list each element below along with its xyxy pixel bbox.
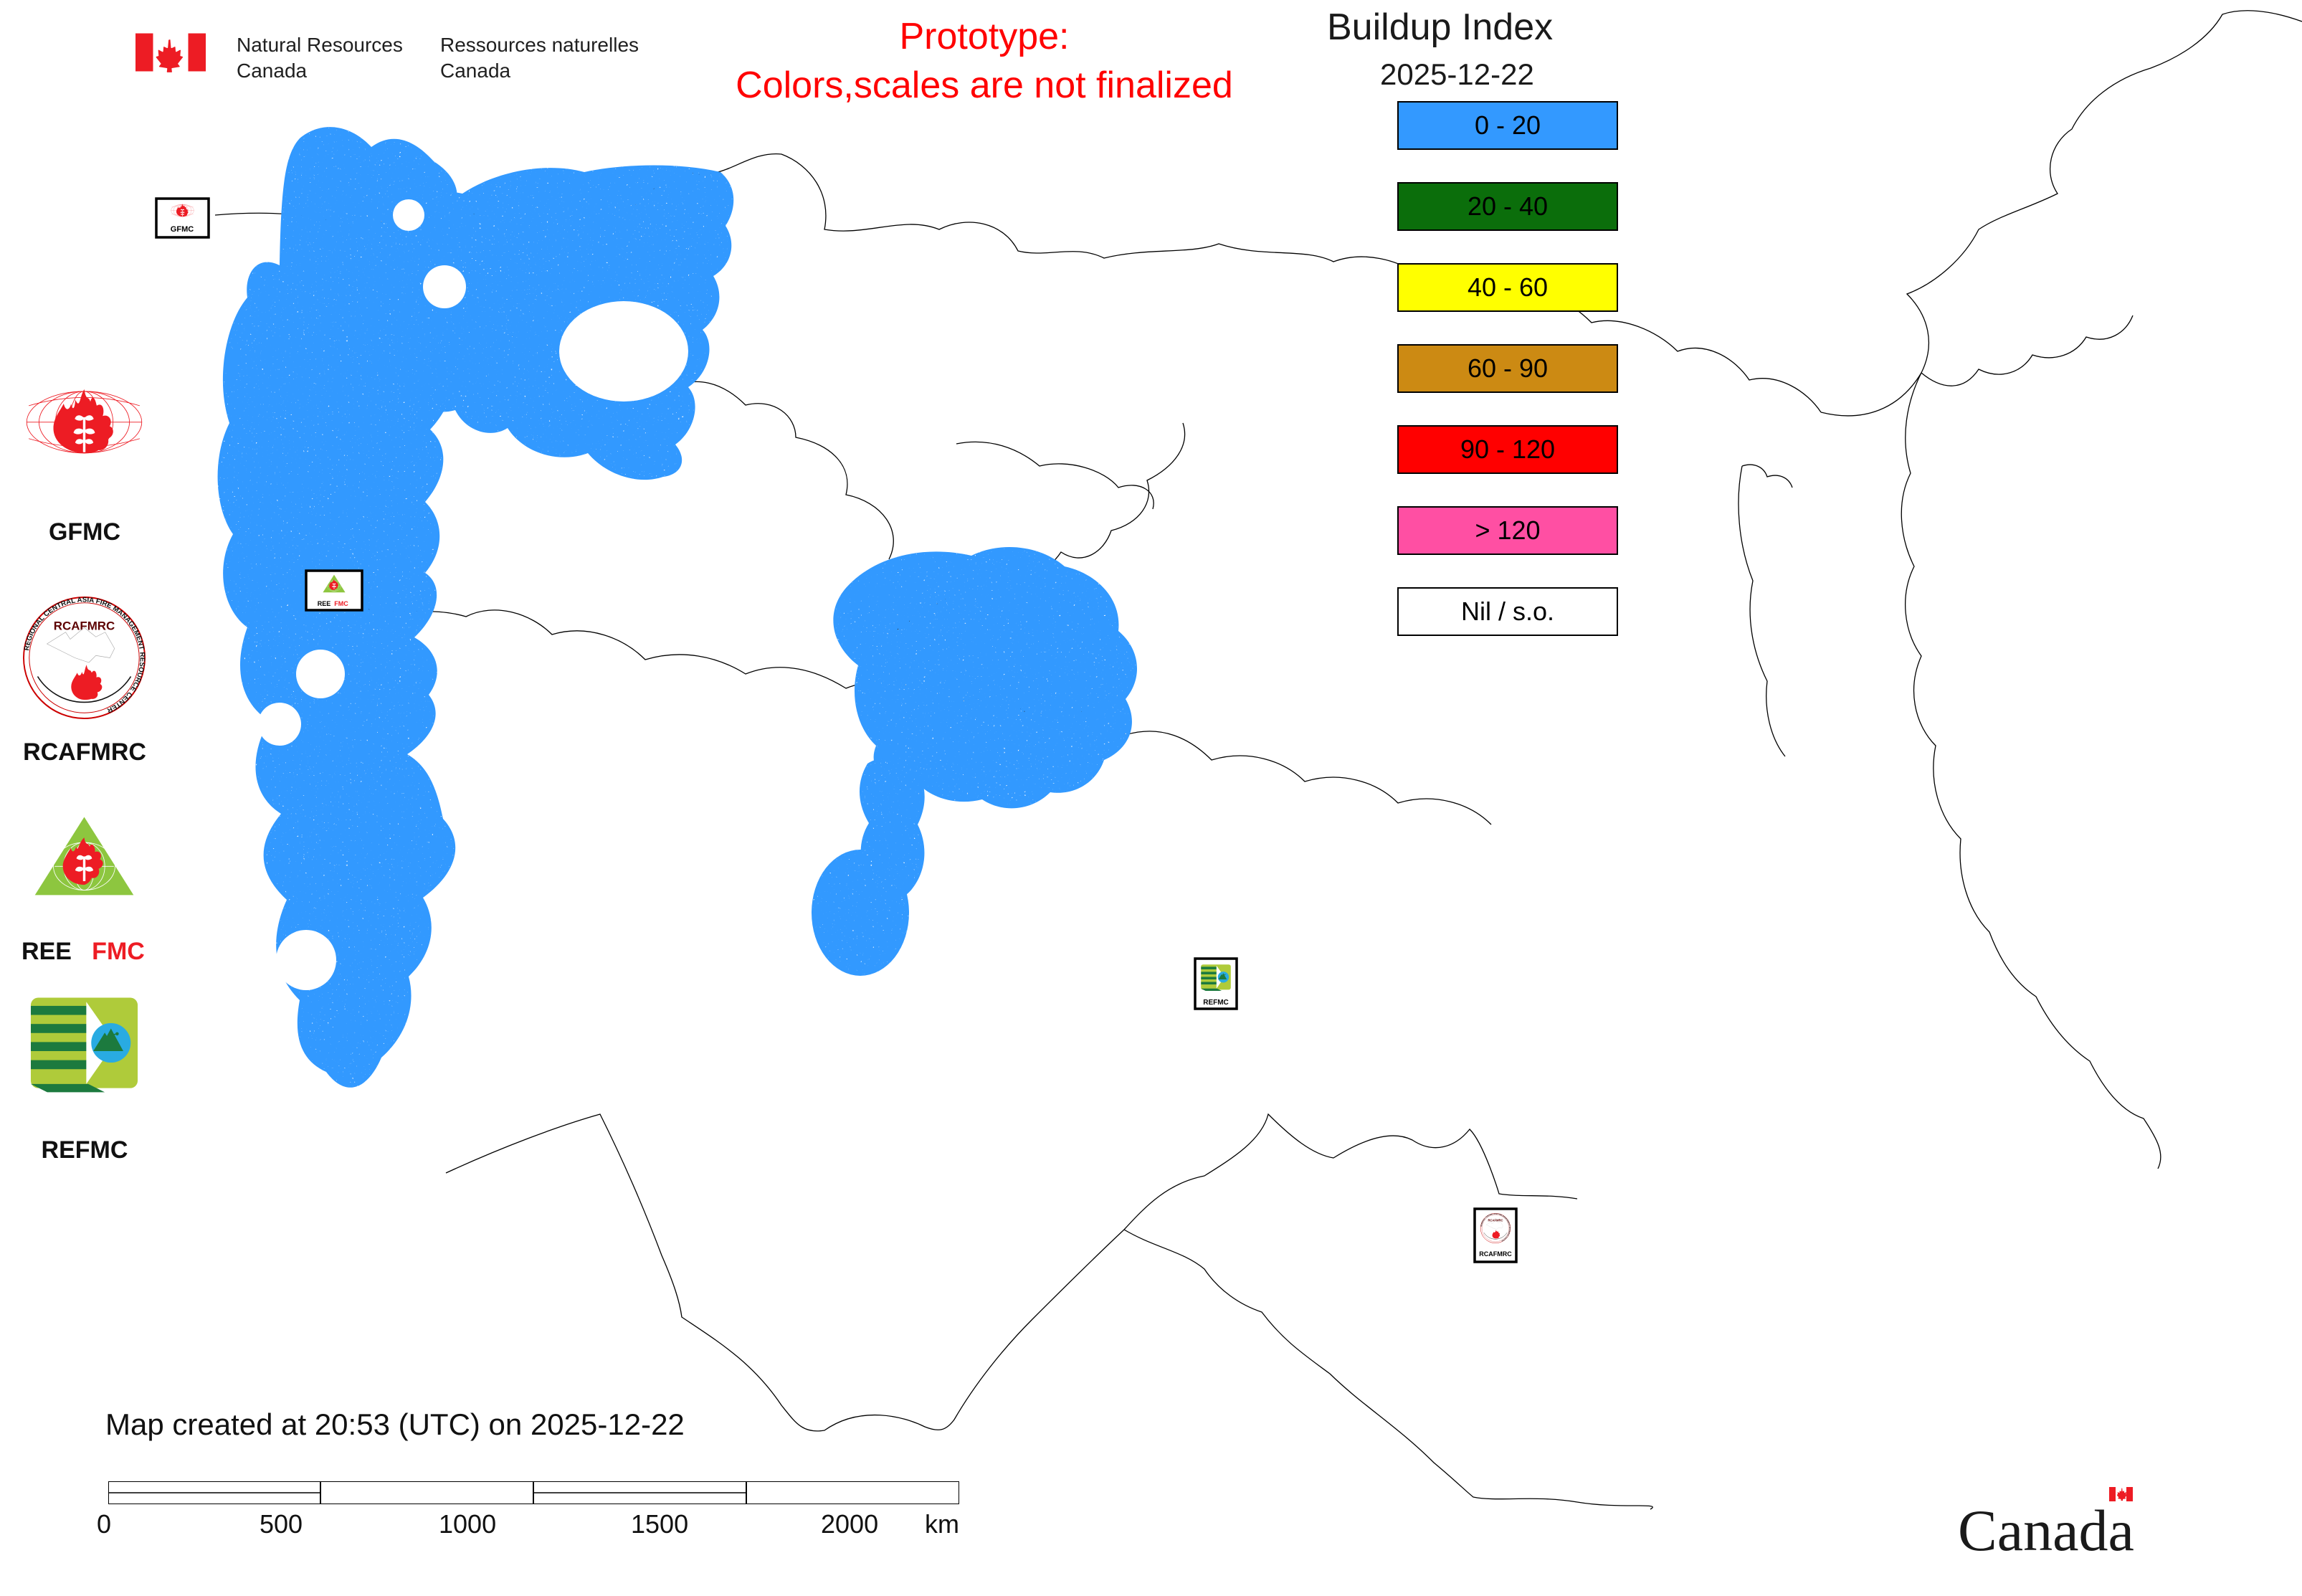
svg-text:RCAFMRC: RCAFMRC bbox=[1479, 1250, 1512, 1258]
svg-text:GFMC: GFMC bbox=[49, 518, 120, 546]
svg-text:REE: REE bbox=[318, 600, 331, 607]
svg-text:RCAFMRC: RCAFMRC bbox=[23, 738, 146, 766]
svg-text:REFMC: REFMC bbox=[1203, 999, 1229, 1007]
svg-text:REE: REE bbox=[22, 938, 72, 965]
svg-text:FMC: FMC bbox=[334, 600, 348, 607]
svg-text:GFMC: GFMC bbox=[171, 225, 194, 234]
svg-text:REFMC: REFMC bbox=[42, 1136, 128, 1164]
svg-text:FMC: FMC bbox=[92, 938, 145, 965]
